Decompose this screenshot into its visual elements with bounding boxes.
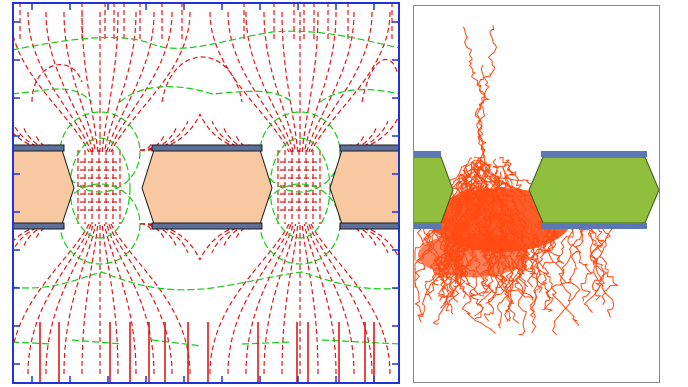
field-line (263, 223, 297, 375)
field-line (27, 223, 92, 375)
field-line (103, 11, 137, 153)
avalanche-strand (414, 213, 447, 288)
field-line (101, 11, 119, 153)
equipotential-line (12, 339, 400, 347)
field-line (209, 223, 290, 375)
field-line (310, 223, 391, 375)
field-line (281, 223, 299, 375)
electrode-bottom (151, 222, 263, 230)
electrode-bottom (339, 222, 400, 230)
electrode-top (12, 144, 65, 152)
frame (12, 2, 400, 384)
field-line (63, 223, 97, 375)
electrode-top (541, 151, 647, 157)
frame-ticks (13, 3, 399, 383)
avalanche-strand (572, 224, 594, 302)
field-line (45, 223, 94, 375)
field-line (301, 223, 319, 375)
field-line (310, 11, 391, 153)
field-line (110, 11, 191, 153)
avalanche-diagram (413, 5, 660, 383)
field-loop (31, 64, 83, 103)
field-loop (139, 113, 201, 151)
field-line (12, 223, 90, 357)
electrode-slab (413, 151, 660, 229)
equipotential-lines (12, 30, 400, 347)
field-line (306, 223, 355, 375)
field-loop (361, 58, 398, 103)
avalanche-strand (566, 213, 584, 302)
field-loop (161, 56, 243, 103)
equipotential-ring (69, 137, 131, 239)
field-line (263, 11, 297, 153)
field-line (245, 11, 294, 153)
field-line (245, 223, 294, 375)
dielectric-segment (141, 149, 273, 225)
field-line (108, 223, 173, 375)
field-line (81, 11, 99, 153)
field-line (106, 223, 155, 375)
equipotential-line (12, 271, 400, 291)
field-line (209, 11, 290, 153)
electrode-top (413, 151, 441, 157)
field-line (308, 223, 373, 375)
electrode-bottom (413, 223, 441, 229)
field-line (227, 223, 292, 375)
electrode-top (151, 144, 263, 152)
avalanche-strand (552, 221, 577, 336)
equipotential-ring (269, 137, 331, 239)
field-line (110, 223, 191, 375)
avalanche-core (418, 233, 528, 277)
electrode-slab (12, 144, 400, 230)
electrode-bottom (12, 222, 65, 230)
electrode-top (339, 144, 400, 152)
field-lines-panel (12, 2, 400, 384)
aperture-field-2 (199, 11, 400, 375)
field-line (45, 11, 94, 153)
frame (413, 5, 660, 383)
field-line (12, 26, 90, 153)
field-line (306, 11, 355, 153)
field-line (81, 223, 99, 375)
field-line (303, 11, 337, 153)
dielectric-segment (329, 149, 400, 225)
field-line (101, 223, 119, 375)
field-loop (139, 223, 201, 261)
avalanche-panel (413, 5, 660, 383)
avalanche-strand (529, 233, 580, 327)
avalanche-strand (587, 220, 619, 318)
bottom-field-lines (39, 322, 375, 384)
field-line (301, 11, 319, 153)
avalanche (414, 24, 619, 336)
field-line (63, 11, 97, 153)
field-line (103, 223, 137, 375)
avalanche-strand (542, 225, 577, 311)
equipotential-line (12, 86, 400, 103)
field-line (106, 11, 155, 153)
dielectric-segment (528, 156, 660, 224)
field-lines-diagram (12, 2, 400, 384)
field-line (303, 223, 337, 375)
dielectric-segment (12, 149, 75, 225)
field-line (308, 11, 373, 153)
equipotential-line (12, 30, 400, 51)
field-line (108, 11, 173, 153)
electrode-bottom (541, 223, 647, 229)
field-line (227, 11, 292, 153)
